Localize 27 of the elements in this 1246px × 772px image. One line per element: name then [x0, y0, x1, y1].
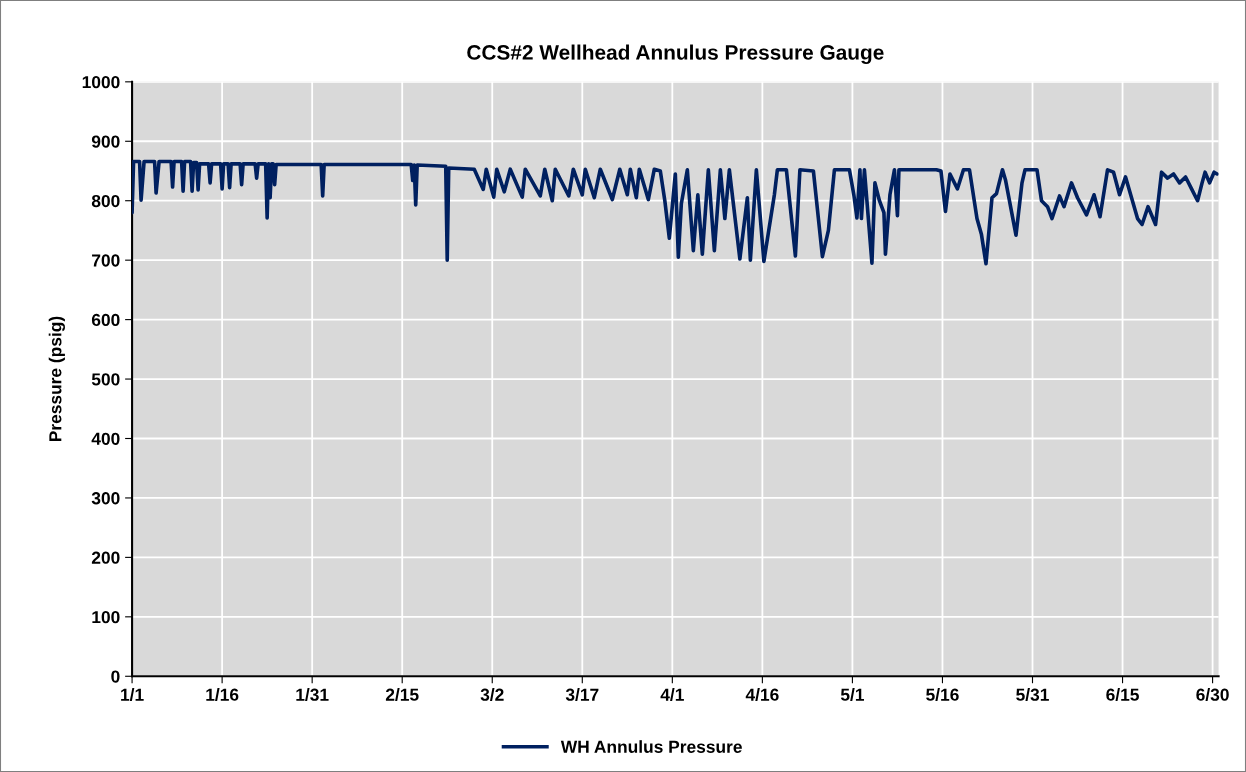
x-tick-label: 2/15 — [385, 688, 419, 702]
y-axis-title: Pressure (psig) — [48, 316, 65, 442]
x-tick-label: 5/1 — [840, 688, 864, 702]
x-tick-label: 1/31 — [296, 688, 329, 702]
y-tick-label: 1000 — [82, 76, 120, 89]
y-tick-label: 700 — [92, 254, 120, 267]
y-tick-label: 900 — [91, 135, 120, 148]
y-tick-label: 100 — [92, 611, 120, 624]
x-tick-label: 1/1 — [121, 688, 144, 702]
y-tick-label: 600 — [91, 313, 120, 327]
x-tick-label: 4/1 — [660, 688, 684, 702]
y-tick-label: 500 — [91, 373, 120, 386]
y-tick-label: 300 — [91, 492, 120, 505]
y-tick-label: 400 — [91, 432, 120, 445]
x-tick-label: 3/17 — [565, 688, 599, 702]
x-tick-label: 4/16 — [745, 688, 779, 702]
x-tick-label: 6/30 — [1196, 688, 1229, 702]
x-tick-label: 6/15 — [1106, 688, 1139, 702]
y-tick-label: 200 — [91, 551, 120, 564]
x-tick-label: 5/16 — [926, 688, 959, 702]
x-tick-label: 5/31 — [1016, 688, 1049, 702]
chart-title: CCS#2 Wellhead Annulus Pressure Gauge — [467, 44, 884, 65]
y-tick-label: 800 — [91, 194, 120, 208]
x-tick-label: 1/16 — [206, 688, 239, 702]
y-tick-label: 0 — [111, 670, 120, 683]
legend-label: WH Annulus Pressure — [560, 740, 742, 753]
x-tick-label: 3/2 — [480, 688, 504, 702]
